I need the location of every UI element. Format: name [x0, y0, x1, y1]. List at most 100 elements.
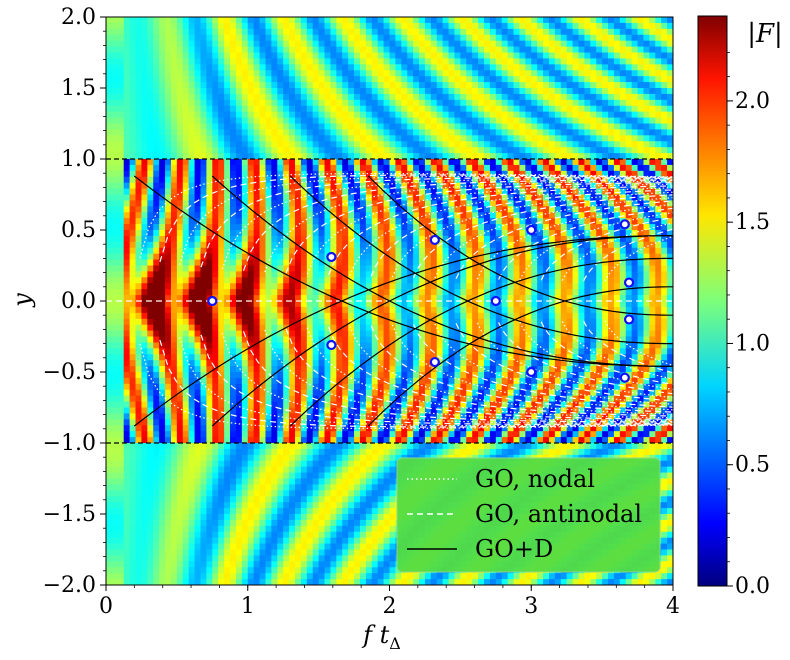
heatmap-cell: [224, 22, 231, 30]
heatmap-cell: [153, 289, 160, 296]
heatmap-cell: [365, 496, 373, 503]
heatmap-cell: [318, 247, 326, 255]
heatmap-cell: [377, 200, 385, 207]
heatmap-cell: [188, 141, 196, 148]
heatmap-cell: [401, 135, 408, 142]
heatmap-cell: [153, 514, 160, 521]
heatmap-cell: [194, 401, 202, 409]
heatmap-cell: [271, 354, 278, 361]
heatmap-cell: [265, 76, 272, 83]
heatmap-cell: [324, 573, 332, 580]
heatmap-cell: [235, 395, 243, 403]
heatmap-cell: [247, 194, 255, 202]
heatmap-cell: [253, 123, 261, 131]
heatmap-cell: [342, 99, 349, 107]
heatmap-cell: [224, 58, 231, 65]
heatmap-cell: [230, 253, 237, 261]
heatmap-cell: [330, 28, 337, 36]
heatmap-cell: [235, 419, 243, 426]
heatmap-cell: [153, 448, 160, 456]
heatmap-cell: [407, 342, 414, 349]
heatmap-cell: [265, 448, 272, 456]
heatmap-cell: [354, 301, 361, 308]
heatmap-cell: [342, 448, 349, 456]
heatmap-cell: [324, 366, 332, 373]
heatmap-cell: [371, 17, 379, 24]
heatmap-cell: [141, 496, 148, 503]
heatmap-cell: [129, 413, 137, 420]
heatmap-cell: [359, 318, 367, 326]
heatmap-cell: [218, 484, 225, 491]
heatmap-cell: [224, 454, 231, 462]
heatmap-cell: [354, 17, 361, 24]
heatmap-cell: [218, 561, 225, 568]
heatmap-cell: [200, 407, 208, 415]
heatmap-cell: [253, 247, 261, 255]
heatmap-cell: [407, 253, 414, 261]
heatmap-cell: [389, 224, 397, 231]
heatmap-cell: [401, 425, 408, 432]
heatmap-cell: [165, 170, 172, 178]
heatmap-cell: [371, 22, 379, 30]
heatmap-cell: [147, 531, 154, 539]
heatmap-cell: [206, 514, 213, 521]
heatmap-cell: [383, 99, 391, 107]
heatmap-cell: [212, 425, 219, 432]
heatmap-cell: [371, 383, 379, 391]
heatmap-cell: [141, 342, 148, 349]
heatmap-cell: [194, 460, 202, 468]
heatmap-cell: [318, 135, 326, 142]
heatmap-cell: [170, 425, 178, 432]
heatmap-cell: [407, 306, 414, 314]
heatmap-cell: [377, 129, 385, 136]
heatmap-cell: [159, 561, 166, 568]
heatmap-cell: [253, 64, 261, 71]
heatmap-cell: [330, 123, 337, 131]
heatmap-cell: [330, 93, 337, 101]
heatmap-cell: [135, 135, 143, 142]
heatmap-cell: [277, 117, 284, 125]
heatmap-cell: [389, 40, 397, 48]
heatmap-cell: [389, 123, 397, 131]
heatmap-cell: [218, 389, 225, 397]
heatmap-cell: [365, 17, 373, 24]
heatmap-cell: [182, 159, 190, 166]
heatmap-cell: [395, 105, 402, 113]
heatmap-cell: [371, 496, 379, 503]
heatmap-cell: [206, 342, 213, 349]
heatmap-cell: [389, 194, 397, 202]
heatmap-cell: [365, 425, 373, 432]
heatmap-cell: [407, 34, 414, 42]
heatmap-cell: [359, 212, 367, 219]
heatmap-cell: [170, 271, 178, 278]
heatmap-cell: [354, 153, 361, 160]
heatmap-cell: [401, 437, 408, 444]
heatmap-cell: [135, 129, 143, 136]
heatmap-cell: [407, 431, 414, 438]
heatmap-cell: [111, 579, 119, 585]
heatmap-cell: [123, 129, 131, 136]
heatmap-cell: [230, 425, 237, 432]
heatmap-cell: [153, 466, 160, 474]
heatmap-cell: [241, 34, 249, 42]
heatmap-cell: [265, 519, 272, 527]
heatmap-cell: [259, 354, 267, 361]
heatmap-cell: [324, 407, 332, 415]
heatmap-cell: [277, 330, 284, 338]
heatmap-cell: [295, 407, 302, 415]
heatmap-cell: [365, 567, 373, 574]
heatmap-cell: [106, 34, 113, 42]
heatmap-cell: [247, 271, 255, 278]
heatmap-cell: [401, 247, 408, 255]
heatmap-cell: [159, 425, 166, 432]
heatmap-cell: [324, 147, 332, 154]
heatmap-cell: [306, 454, 314, 462]
heatmap-cell: [176, 543, 184, 551]
heatmap-cell: [212, 318, 219, 326]
heatmap-cell: [117, 360, 125, 367]
heatmap-cell: [330, 70, 337, 77]
heatmap-cell: [407, 170, 414, 178]
heatmap-cell: [283, 437, 290, 444]
heatmap-cell: [283, 472, 290, 480]
heatmap-cell: [165, 135, 172, 142]
